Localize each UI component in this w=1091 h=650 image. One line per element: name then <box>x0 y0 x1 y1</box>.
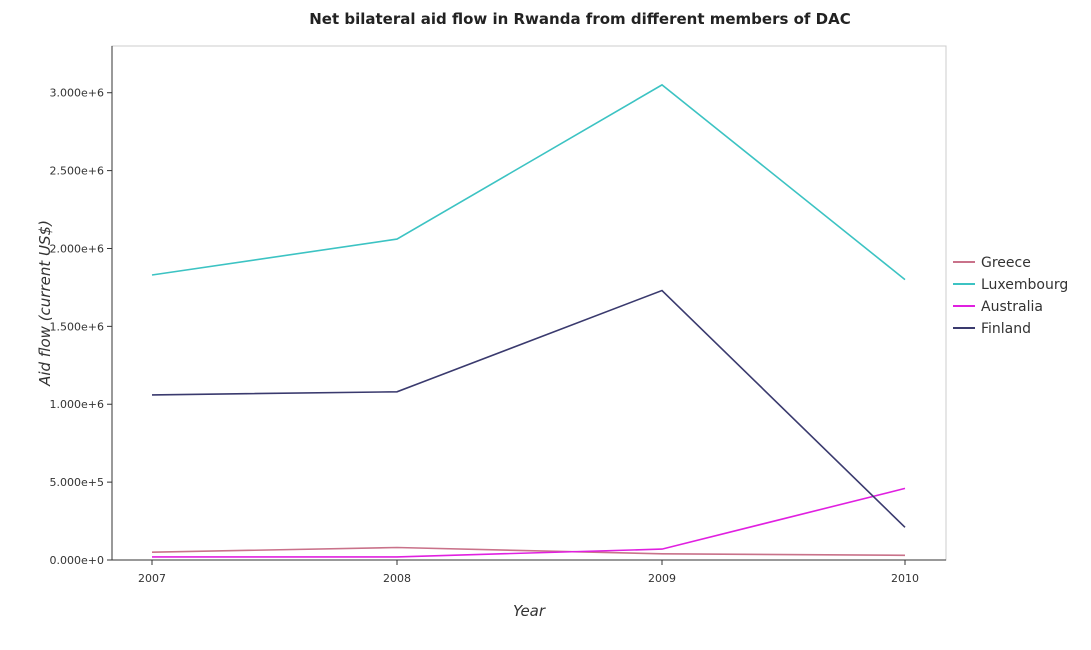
y-tick-label: 1.000e+6 <box>50 398 104 411</box>
legend-label-finland: Finland <box>981 321 1031 337</box>
legend-label-greece: Greece <box>981 255 1031 271</box>
y-tick-label: 2.500e+6 <box>50 165 104 178</box>
legend-label-luxembourg: Luxembourg <box>981 277 1068 293</box>
chart-title: Net bilateral aid flow in Rwanda from di… <box>309 10 851 28</box>
y-tick-label: 5.000e+5 <box>50 476 104 489</box>
x-tick-label: 2009 <box>648 572 676 585</box>
x-tick-label: 2008 <box>383 572 411 585</box>
y-tick-label: 0.000e+0 <box>50 554 104 567</box>
y-tick-label: 3.000e+6 <box>50 87 104 100</box>
y-tick-label: 2.000e+6 <box>50 242 104 255</box>
x-axis-label: Year <box>513 602 546 620</box>
series-line-greece <box>151 546 906 557</box>
y-tick-label: 1.500e+6 <box>50 320 104 333</box>
legend-label-australia: Australia <box>981 299 1043 315</box>
series-lines <box>151 83 906 558</box>
x-tick-label: 2007 <box>138 572 166 585</box>
y-axis-label: Aid flow (current US$) <box>36 220 54 387</box>
y-ticks: 0.000e+0 5.000e+5 1.000e+6 1.500e+6 2.000e+6… <box>50 87 112 567</box>
x-ticks: 2007 2008 2009 2010 <box>138 560 919 585</box>
x-tick-label: 2010 <box>891 572 919 585</box>
series-line-australia <box>152 487 906 558</box>
series-line-luxembourg <box>151 83 906 281</box>
legend: Greece Luxembourg Australia Finland <box>953 255 1068 337</box>
series-line-finland <box>151 289 906 528</box>
plot-frame <box>111 45 947 561</box>
